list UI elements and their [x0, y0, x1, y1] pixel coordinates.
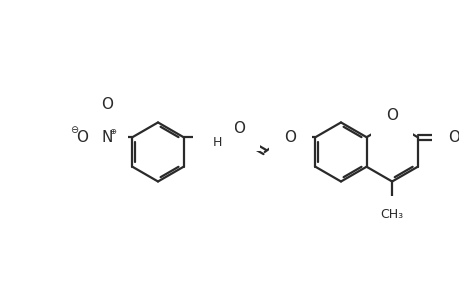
- Text: N: N: [101, 130, 113, 145]
- Text: H: H: [212, 136, 221, 148]
- Text: O: O: [284, 130, 296, 145]
- Text: ⊖: ⊖: [70, 125, 78, 135]
- Text: O: O: [385, 108, 397, 123]
- Text: O: O: [447, 130, 459, 145]
- Text: CH₃: CH₃: [380, 208, 403, 221]
- Text: O: O: [76, 130, 88, 145]
- Text: O: O: [101, 97, 113, 112]
- Text: N: N: [208, 124, 219, 139]
- Text: O: O: [233, 121, 245, 136]
- Text: ⊕: ⊕: [110, 127, 117, 136]
